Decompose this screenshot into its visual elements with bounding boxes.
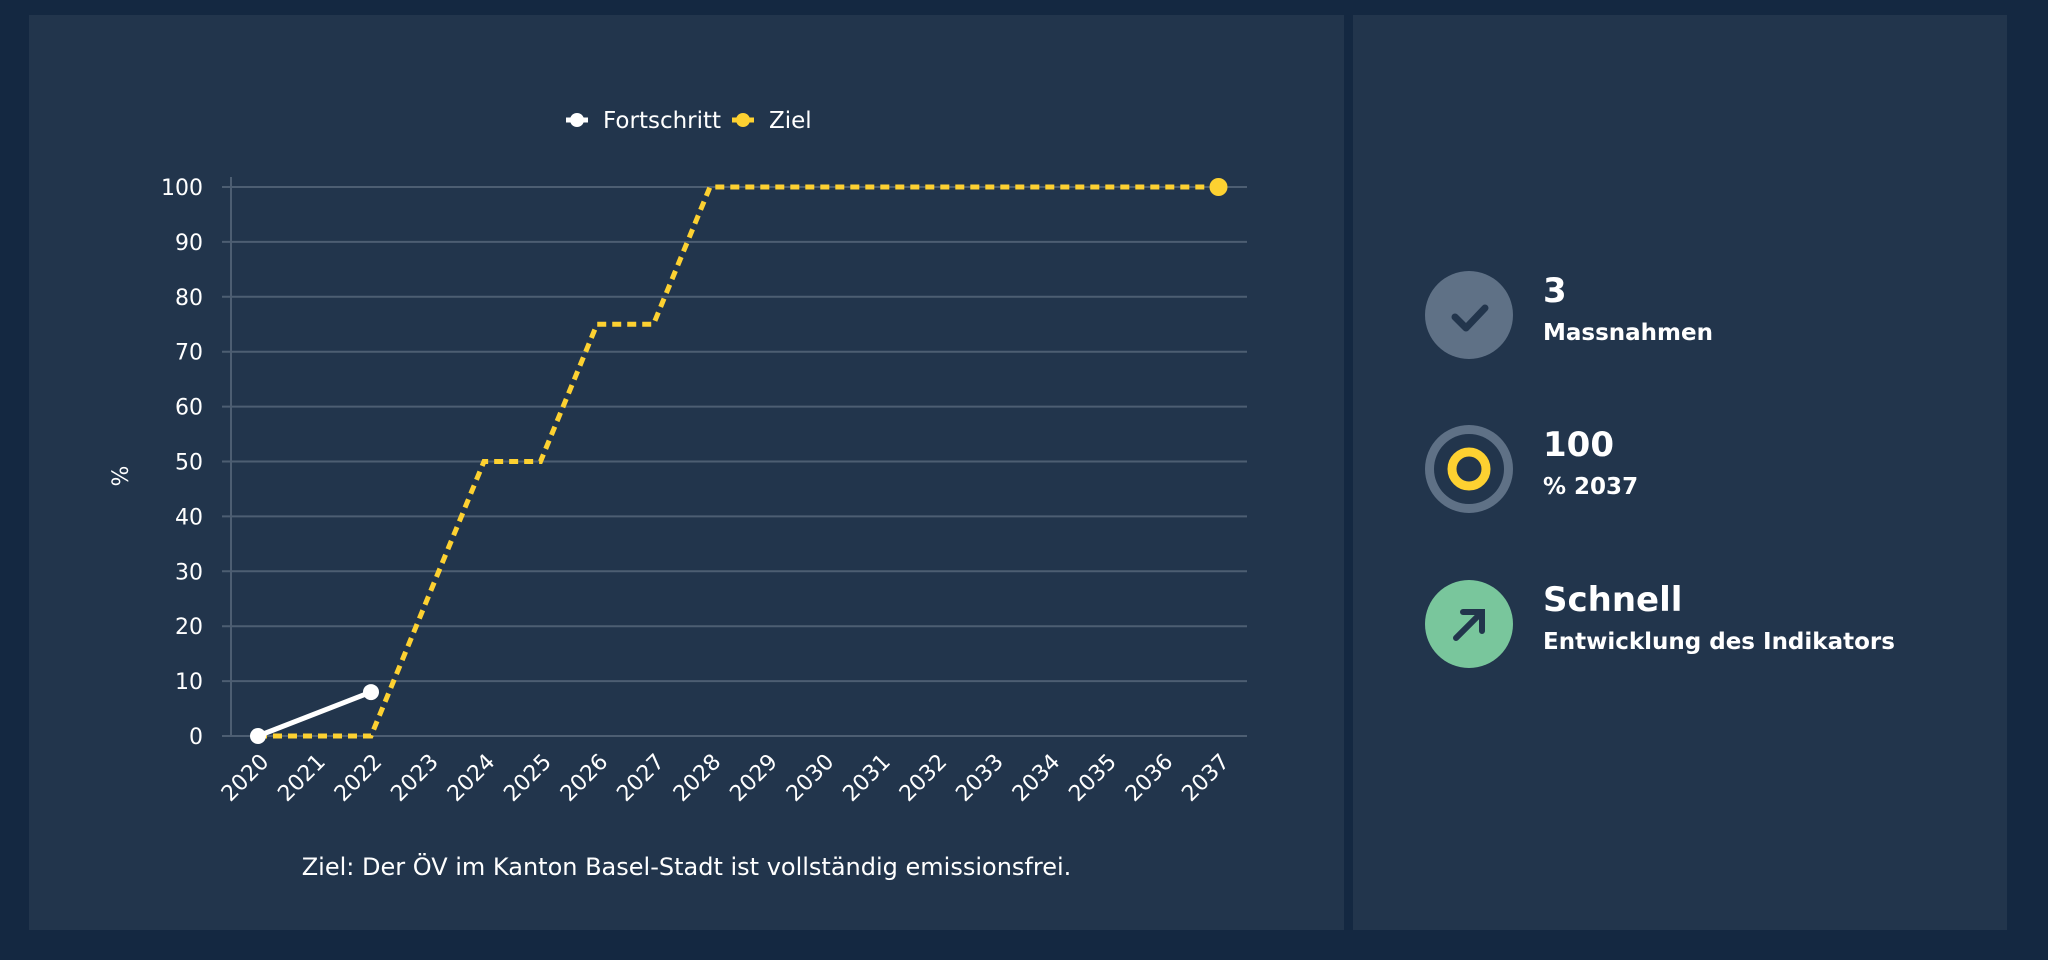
- x-tick-label: 2028: [669, 750, 726, 807]
- x-tick-label: 2020: [217, 750, 274, 807]
- x-tick-label: 2031: [838, 750, 895, 807]
- legend-label: Ziel: [769, 108, 812, 134]
- x-tick-label: 2024: [443, 750, 500, 807]
- y-tick-label: 10: [175, 670, 203, 695]
- y-tick-label: 40: [175, 505, 203, 530]
- y-tick-label: 60: [175, 396, 203, 421]
- y-axis-label: %: [109, 466, 134, 487]
- x-axis: 2020 2021 2022 2023 2024 2025 2026 2027 2028 2029…: [217, 750, 1235, 807]
- stat-label: % 2037: [1543, 474, 1639, 500]
- chart-legend: Fortschritt Ziel: [566, 108, 812, 134]
- legend-label: Fortschritt: [603, 108, 721, 134]
- stat-value: 3: [1543, 271, 1567, 311]
- x-tick-label: 2023: [386, 750, 443, 807]
- y-tick-label: 70: [175, 341, 203, 366]
- y-tick-label: 30: [175, 560, 203, 585]
- x-tick-label: 2035: [1064, 750, 1121, 807]
- y-tick-label: 50: [175, 451, 203, 476]
- x-tick-label: 2033: [951, 750, 1008, 807]
- y-tick-label: 20: [175, 615, 203, 640]
- target-icon: [1425, 425, 1513, 513]
- x-tick-label: 2029: [725, 750, 782, 807]
- y-tick-label: 90: [175, 231, 203, 256]
- x-tick-label: 2027: [612, 750, 669, 807]
- x-tick-label: 2037: [1177, 750, 1234, 807]
- y-tick-label: 80: [175, 286, 203, 311]
- x-tick-label: 2021: [273, 750, 330, 807]
- arrow-up-right-icon: [1425, 580, 1513, 668]
- stat-value: 100: [1543, 425, 1614, 465]
- series-line-fortschritt: [257, 689, 372, 739]
- series-marker-fortschritt: [363, 684, 379, 701]
- chart-caption: Ziel: Der ÖV im Kanton Basel-Stadt ist v…: [301, 853, 1072, 881]
- y-tick-label: 0: [189, 725, 203, 750]
- stat-label: Entwicklung des Indikators: [1543, 629, 1895, 655]
- x-tick-label: 2032: [895, 750, 952, 807]
- stat-label: Massnahmen: [1543, 320, 1713, 346]
- y-axis: 0 10 20 30 40 50 60 70 80 90 100%: [109, 176, 232, 750]
- chart-series: [250, 178, 1228, 744]
- x-tick-label: 2025: [499, 750, 556, 807]
- x-tick-label: 2034: [1008, 750, 1065, 807]
- x-tick-label: 2036: [1121, 750, 1178, 807]
- stat-value: Schnell: [1543, 580, 1683, 620]
- chart-grid: [222, 186, 1247, 737]
- series-line-ziel: [258, 184, 1219, 739]
- x-tick-label: 2030: [782, 750, 839, 807]
- check-icon: [1425, 271, 1513, 359]
- stat-target: 100 % 2037: [1425, 425, 1985, 515]
- legend-item-ziel[interactable]: Ziel: [732, 108, 812, 134]
- chart-panel: Fortschritt Ziel 0 10 20 30 40 50 60 70 80 90 100% …: [29, 15, 1344, 930]
- line-chart: Fortschritt Ziel 0102030405060708090100% …: [109, 108, 1247, 807]
- stat-trend: Schnell Entwicklung des Indikators: [1425, 580, 1985, 670]
- x-tick-label: 2022: [330, 750, 387, 807]
- y-tick-label: 100: [161, 176, 203, 201]
- stat-measures: 3 Massnahmen: [1425, 271, 1985, 361]
- series-marker-ziel: [1209, 178, 1228, 196]
- legend-item-fortschritt[interactable]: Fortschritt: [566, 108, 721, 134]
- x-tick-label: 2026: [556, 750, 613, 807]
- stats-panel: 3 Massnahmen 100 % 2037 Schnell Entwickl…: [1353, 15, 2007, 930]
- series-marker-fortschritt: [250, 728, 266, 744]
